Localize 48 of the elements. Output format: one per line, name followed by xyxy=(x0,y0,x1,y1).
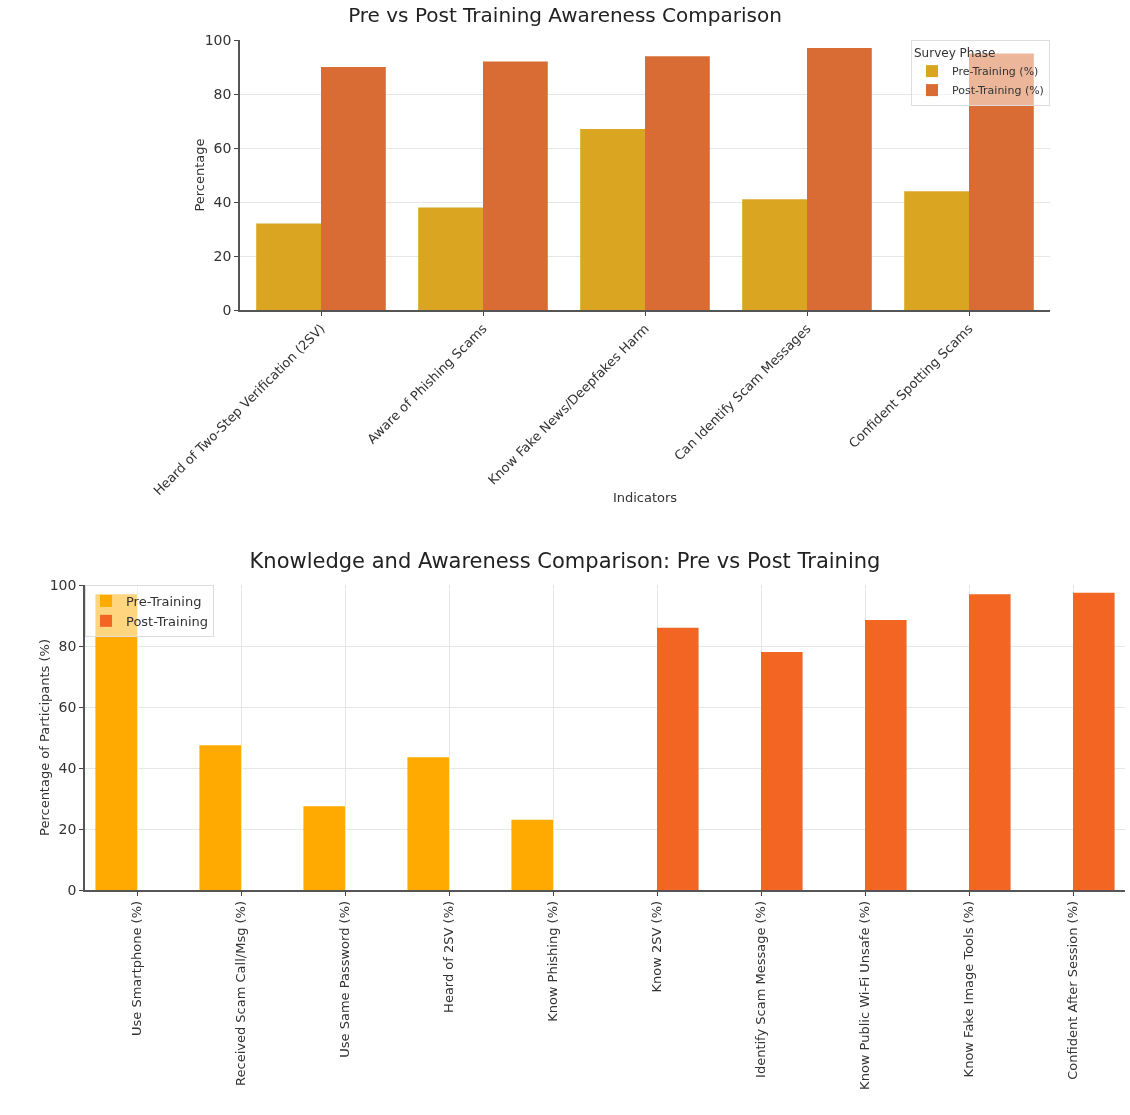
y-tick-label: 0 xyxy=(67,881,77,898)
y-tick-label: 40 xyxy=(213,193,232,210)
chart-title: Pre vs Post Training Awareness Comparison xyxy=(348,3,782,28)
bar xyxy=(904,191,969,310)
y-tick-label: 60 xyxy=(213,139,232,156)
x-tick-label: Know Public Wi-Fi Unsafe (%) xyxy=(857,900,873,1090)
bar xyxy=(407,757,449,890)
bar xyxy=(303,806,345,890)
bar xyxy=(742,199,807,310)
bar xyxy=(807,48,872,310)
y-tick-label: 60 xyxy=(58,698,77,715)
bar xyxy=(969,594,1011,890)
legend-label: Pre-Training (%) xyxy=(952,65,1039,79)
x-tick-label: Use Smartphone (%) xyxy=(129,900,145,1037)
bar xyxy=(199,745,241,890)
chart-title: Knowledge and Awareness Comparison: Pre vs Post Training xyxy=(249,549,881,574)
bar xyxy=(761,652,803,890)
bar xyxy=(1073,592,1115,890)
y-tick-label: 20 xyxy=(213,247,232,264)
bar xyxy=(418,207,483,310)
y-tick-label: 20 xyxy=(58,820,77,837)
bar xyxy=(657,627,699,890)
bar xyxy=(865,620,907,890)
y-axis-title: Percentage of Participants (%) xyxy=(36,639,52,836)
x-tick-label: Know Fake Image Tools (%) xyxy=(961,900,977,1078)
x-tick-label: Know 2SV (%) xyxy=(649,900,665,993)
bar xyxy=(321,67,386,310)
y-axis-title: Percentage xyxy=(191,138,207,212)
legend-title: Survey Phase xyxy=(914,45,996,60)
x-tick-label: Confident After Session (%) xyxy=(1065,900,1081,1080)
bar xyxy=(483,61,548,310)
x-tick-label: Identify Scam Message (%) xyxy=(753,900,769,1078)
x-axis-title: Indicators xyxy=(612,489,678,505)
x-tick-label: Know Phishing (%) xyxy=(545,900,561,1022)
bar xyxy=(256,223,321,310)
x-tick-label: Use Same Password (%) xyxy=(337,900,353,1058)
bar xyxy=(580,129,645,310)
y-tick-label: 100 xyxy=(204,31,232,48)
y-tick-label: 0 xyxy=(222,301,232,318)
y-tick-label: 100 xyxy=(49,576,77,593)
legend-label: Post-Training (%) xyxy=(952,84,1044,98)
bar xyxy=(645,56,710,310)
y-tick-label: 80 xyxy=(58,637,77,654)
bar xyxy=(511,819,553,890)
x-tick-label: Received Scam Call/Msg (%) xyxy=(233,900,249,1086)
x-tick-label: Heard of 2SV (%) xyxy=(441,900,457,1013)
y-tick-label: 80 xyxy=(213,85,232,102)
y-tick-label: 40 xyxy=(58,759,77,776)
